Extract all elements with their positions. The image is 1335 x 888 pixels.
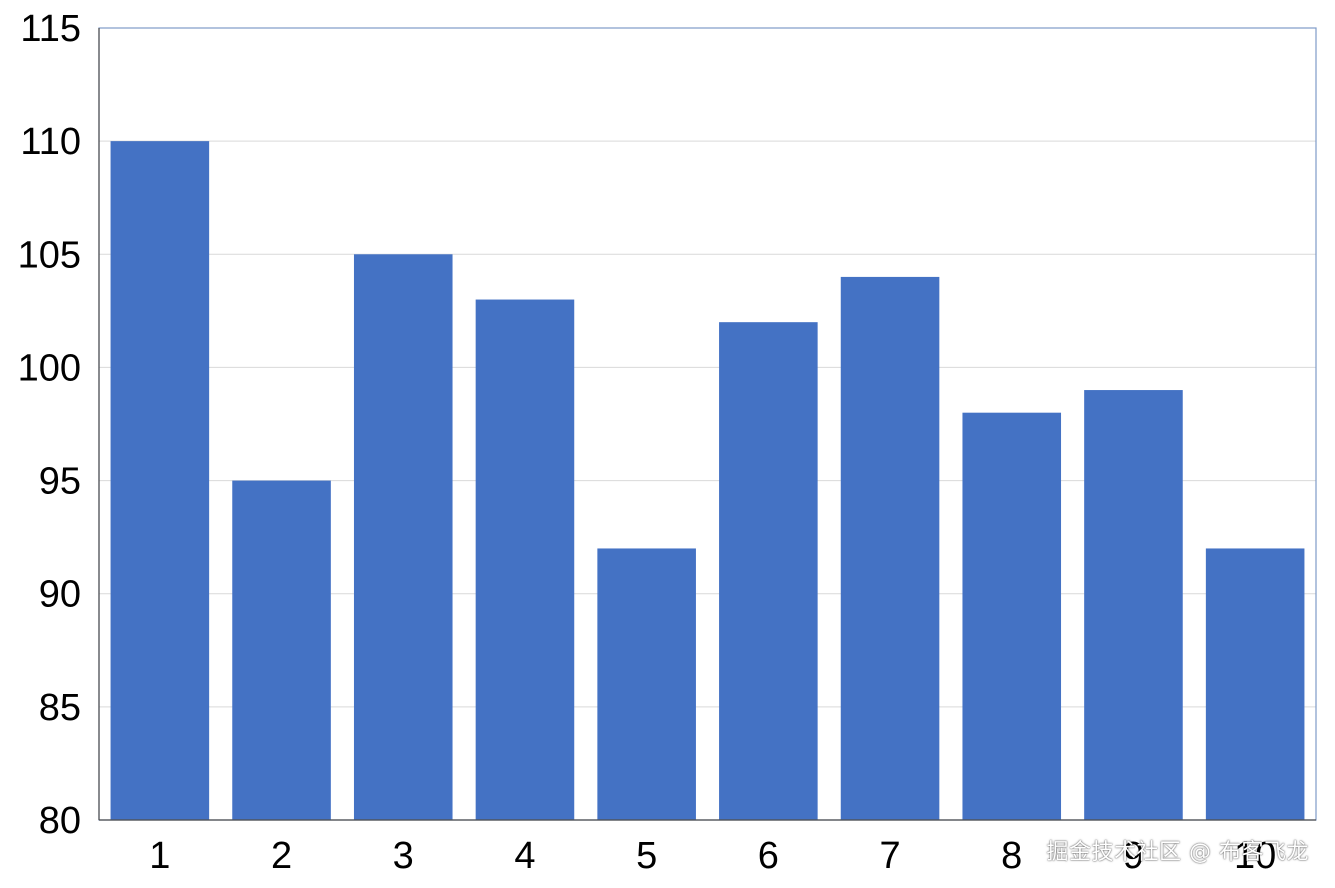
y-tick-label: 95: [39, 461, 81, 503]
bar: [232, 480, 331, 820]
y-tick-label: 115: [20, 8, 81, 50]
bar: [719, 322, 818, 820]
y-tick-label: 85: [39, 687, 81, 729]
bar: [840, 276, 940, 820]
x-tick-labels: 1 2 3 4 5 6 7 8 9 10: [149, 835, 1276, 877]
x-tick-label: 3: [393, 835, 414, 877]
y-tick-label: 105: [18, 234, 81, 276]
bar: [475, 299, 575, 820]
y-tick-label: 80: [39, 800, 81, 842]
bar: [353, 254, 453, 821]
bars: [110, 141, 1305, 821]
y-tick-label: 100: [18, 347, 81, 389]
bar: [1205, 548, 1305, 820]
y-tick-labels: 80 85 90 95 100 105 110 115: [18, 8, 81, 842]
bar: [962, 412, 1062, 820]
x-tick-label: 8: [1001, 835, 1022, 877]
bar: [1084, 390, 1183, 820]
bar: [597, 548, 696, 820]
axes: [98, 27, 1317, 821]
y-tick-label: 110: [20, 121, 81, 163]
x-tick-label: 4: [514, 835, 535, 877]
x-tick-label: 6: [758, 835, 779, 877]
x-tick-label: 9: [1123, 835, 1144, 877]
y-tick-label: 90: [39, 574, 81, 616]
watermark-text: 掘金技术社区 @ 布客飞龙: [1046, 840, 1309, 865]
x-tick-label: 7: [879, 835, 900, 877]
x-tick-label: 2: [271, 835, 292, 877]
x-tick-label: 1: [149, 835, 170, 877]
bar: [110, 141, 210, 821]
x-tick-label: 10: [1234, 835, 1276, 877]
x-tick-label: 5: [636, 835, 657, 877]
